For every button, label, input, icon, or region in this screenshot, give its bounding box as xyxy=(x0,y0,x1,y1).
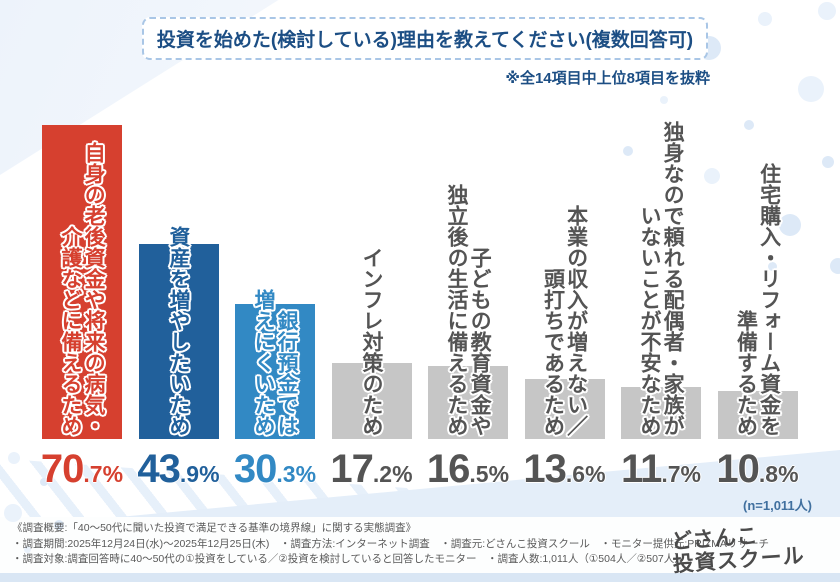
bar xyxy=(428,366,508,439)
brand-logo: どさんこ 投資スクール xyxy=(671,522,806,577)
chart-subnote: ※全14項目中上位8項目を抜粋 xyxy=(505,70,710,87)
bar xyxy=(235,304,315,439)
dot-decoration xyxy=(704,168,720,184)
dot-decoration xyxy=(818,2,836,20)
dot-decoration xyxy=(660,96,668,104)
dot-decoration xyxy=(830,258,840,274)
bar-value: 43.9% xyxy=(137,447,220,491)
bar xyxy=(717,391,798,439)
bar xyxy=(524,379,605,439)
bar-value: 30.3% xyxy=(233,447,317,491)
bar-label: 子どもの教育資金や 独立後の生活に備えるため xyxy=(445,184,492,436)
bar-value: 13.6% xyxy=(523,447,606,491)
bar xyxy=(331,363,412,439)
bar xyxy=(138,244,219,439)
bar-value: 70.7% xyxy=(40,447,124,491)
survey-period-method: ・調査期間:2025年12月24日(水)〜2025年12月25日(木) ・調査方… xyxy=(12,537,769,550)
bar-value: 16.5% xyxy=(426,447,510,491)
bar-value: 11.7% xyxy=(621,447,701,491)
dot-decoration xyxy=(779,214,801,236)
dot-decoration xyxy=(822,156,834,168)
bar xyxy=(621,387,701,439)
bar-label: 自身の老後資金や将来の病気・ 介護などに備えるため xyxy=(59,142,106,436)
survey-target-count: ・調査対象:調査回答時に40〜50代の①投資をしている／②投資を検討していると回… xyxy=(12,553,685,565)
dot-decoration xyxy=(24,546,31,553)
bar xyxy=(42,125,122,439)
survey-footnotes: 《調査概要:「40〜50代に聞いた投資で満足できる基準の境界線」に関する実態調査… xyxy=(12,521,769,568)
chart-title: 投資を始めた(検討している)理由を教えてください(複数回答可) xyxy=(156,30,694,51)
dot-decoration xyxy=(768,262,777,271)
sample-size-label: (n=1,011人) xyxy=(742,498,812,513)
footer-band xyxy=(0,517,840,574)
bar-label: 住宅購入・リフォーム資金を 準備するため xyxy=(734,163,781,436)
dot-decoration xyxy=(758,12,772,26)
bar-label: 本業の収入が増えない／ 頭打ちであるため xyxy=(541,205,588,436)
dot-decoration xyxy=(54,520,64,530)
bottom-strip-decoration xyxy=(0,573,840,582)
dot-decoration xyxy=(623,146,633,156)
bar-value: 10.8% xyxy=(716,447,799,491)
bar-label: 資産を増やしたいため xyxy=(167,226,191,436)
dot-decoration xyxy=(8,452,20,464)
dot-decoration xyxy=(798,76,824,102)
survey-overview: 《調査概要:「40〜50代に聞いた投資で満足できる基準の境界線」に関する実態調査… xyxy=(12,522,417,534)
bar-label: 独身なので頼れる配偶者・家族が いないことが不安なため xyxy=(638,121,685,436)
dot-decoration xyxy=(40,478,48,486)
bar-label: インフレ対策のため xyxy=(360,247,384,436)
dot-decoration xyxy=(744,120,754,130)
bar-label: 銀行預金では 増えにくいため xyxy=(252,289,299,436)
dot-decoration xyxy=(4,504,22,522)
chart-title-box: 投資を始めた(検討している)理由を教えてください(複数回答可) xyxy=(142,17,708,60)
bar-value: 17.2% xyxy=(330,447,413,491)
